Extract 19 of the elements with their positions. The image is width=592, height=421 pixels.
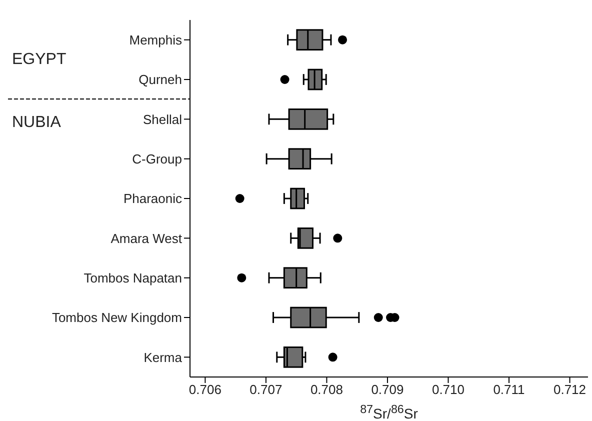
y-tick-label: Amara West	[110, 230, 182, 246]
y-tick-label: Memphis	[129, 32, 182, 48]
text: EGYPT	[12, 50, 66, 69]
y-tick-label: Pharaonic	[123, 191, 182, 206]
y-tick-label: Kerma	[144, 350, 183, 365]
y-tick-label: Shellal	[142, 112, 182, 127]
x-tick-label: 0.706	[188, 382, 222, 398]
x-tick-label: 0.707	[250, 382, 282, 398]
x-tick-label: 0.710	[432, 382, 465, 398]
y-tick-label: Tombos New Kingdom	[52, 310, 182, 326]
x-axis-title: $^{87}$Sr/$^{86}$Sr	[359, 403, 419, 421]
y-tick-label: Tombos Napatan	[84, 270, 182, 286]
y-tick-label: Qurneh	[138, 72, 182, 88]
x-tick-label: 0.708	[310, 382, 343, 398]
text: NUBIA	[12, 114, 61, 132]
x-tick-label: 0.711	[493, 382, 525, 398]
x-tick-label: 0.712	[554, 382, 586, 398]
y-tick-label: C-Group	[132, 151, 182, 166]
x-tick-label: 0.709	[371, 382, 404, 398]
